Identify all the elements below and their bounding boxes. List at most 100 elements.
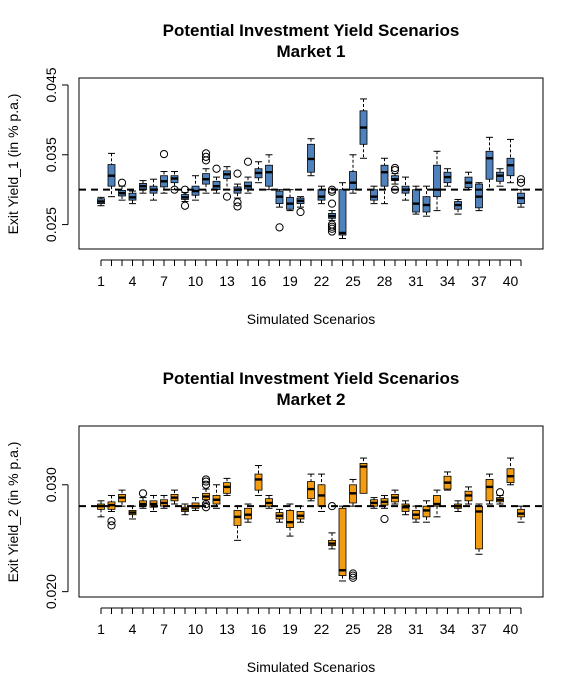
x-tick-label: 37 [471,621,487,637]
box-9 [181,503,189,516]
x-axis-label: Simulated Scenarios [247,659,375,675]
box-iqr [506,157,515,177]
box-37 [475,503,483,555]
box-25 [348,478,358,582]
x-tick-label: 22 [314,621,330,637]
x-tick-label: 19 [282,621,298,637]
y-axis: 0.020 0.030 [43,467,69,609]
outlier-point [348,571,358,580]
chart-market-1: Potential Investment Yield Scenarios Mar… [5,21,544,327]
box-17 [265,494,273,509]
plot-marks [79,457,543,582]
outlier-point [390,163,400,173]
y-axis-label: Exit Yield_2 (in % p.a.) [5,442,21,583]
outlier-point [138,489,148,498]
box-15 [243,157,253,194]
outlier-point [107,521,116,530]
plot-frame [78,425,544,598]
x-tick-label: 16 [251,273,267,289]
outlier-point [390,166,400,175]
box-11 [201,475,211,512]
box-37 [475,182,483,212]
box-iqr [433,164,441,198]
box-36 [464,171,473,191]
x-axis: 1 4 7 10 13 16 19 22 25 28 31 34 37 40 [97,259,522,289]
x-tick-label: 10 [188,621,204,637]
x-tick-label: 13 [219,621,235,637]
outlier-point [201,152,211,161]
outlier-point [327,220,337,229]
outlier-point [201,499,211,509]
x-tick-label: 16 [251,621,267,637]
x-tick-label: 40 [503,621,519,637]
box-2 [107,494,116,530]
box-32 [422,185,431,217]
box-iqr [370,189,378,201]
y-tick-label: 0.045 [43,67,59,102]
box-iqr [254,473,263,491]
box-34 [443,471,452,491]
x-tick-label: 1 [97,273,105,289]
x-tick-label: 10 [188,273,204,289]
outlier-point [201,503,211,512]
outlier-point [296,207,305,217]
y-axis-label: Exit Yield_1 (in % p.a.) [5,94,21,235]
box-24 [338,505,347,582]
box-2 [107,152,116,198]
box-22 [317,185,326,205]
box-5 [139,180,147,194]
box-12 [212,484,221,509]
box-17 [265,154,273,191]
chart-market-2: Potential Investment Yield Scenarios Mar… [5,369,544,675]
x-tick-label: 13 [219,273,235,289]
box-27 [370,185,378,205]
outlier-point [380,514,389,524]
outlier-point [201,149,211,158]
box-35 [454,198,462,215]
box-19 [286,503,294,537]
box-41 [516,175,526,208]
box-20 [296,196,305,217]
box-iqr [485,479,494,502]
box-38 [485,473,494,505]
x-tick-label: 7 [160,273,168,289]
box-iqr [412,189,420,213]
box-30 [401,500,410,516]
x-tick-label: 7 [160,621,168,637]
outlier-point [107,517,116,526]
box-18 [275,508,284,523]
outlier-point [516,175,526,184]
box-iqr [338,507,347,577]
box-26 [359,98,368,159]
x-tick-label: 34 [440,273,456,289]
x-tick-label: 31 [408,621,424,637]
box-iqr [317,189,326,201]
x-tick-label: 31 [408,273,424,289]
outlier-point [201,477,211,486]
box-25 [349,154,357,194]
box-1 [97,500,105,518]
outlier-point [233,198,242,207]
box-22 [317,473,326,512]
box-4 [128,505,137,520]
box-24 [338,182,347,240]
box-8 [170,489,179,505]
box-29 [391,489,399,505]
x-tick-label: 4 [129,273,137,289]
outlier-point [348,569,358,578]
outlier-point [233,169,242,178]
x-tick-label: 19 [282,273,298,289]
y-tick-label: 0.025 [43,207,59,242]
x-tick-label: 34 [440,621,456,637]
box-16 [254,465,263,496]
y-axis: 0.025 0.035 0.045 [43,67,69,242]
box-28 [380,494,389,524]
chart-title: Potential Investment Yield Scenarios [163,21,460,40]
x-tick-label: 25 [345,621,361,637]
box-14 [233,505,242,541]
y-tick-label: 0.020 [43,574,59,609]
box-4 [128,190,137,205]
box-41 [517,505,525,523]
box-31 [412,505,420,523]
box-39 [495,488,505,505]
